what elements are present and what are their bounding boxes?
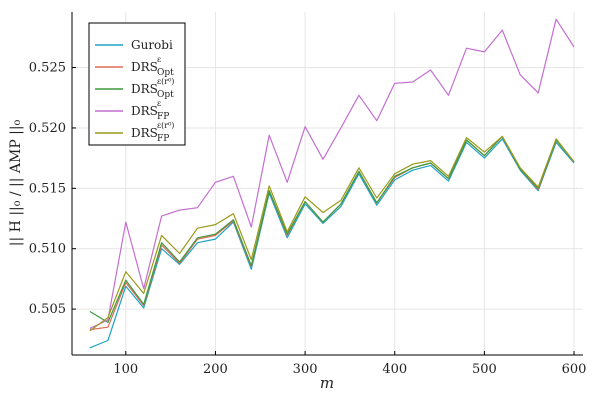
axes	[71, 12, 583, 356]
legend-entry-1: DRSOpt ε	[131, 55, 174, 78]
legend-entry-4: DRSFP ε(r⁰)	[131, 121, 174, 144]
legend-subscript: Opt	[157, 68, 174, 78]
legend-subscript: FP	[157, 112, 169, 122]
legend-superscript: ε(r⁰)	[157, 77, 174, 86]
y-axis-label: || H ||₀ / || AMP ||₀	[8, 119, 24, 246]
series-line-2	[89, 135, 575, 323]
y-tick-label: 0.525	[29, 61, 66, 76]
y-tick-label: 0.515	[29, 181, 66, 196]
legend-base: Gurobi	[131, 38, 173, 52]
x-tick-label: 500	[472, 362, 497, 377]
x-tick-label: 400	[382, 362, 407, 377]
legend-entry-2: DRSOpt ε(r⁰)	[131, 77, 174, 100]
series-line-0	[89, 138, 575, 349]
legend-superscript: ε	[157, 99, 161, 108]
legend-entry-0: Gurobi	[131, 38, 173, 52]
legend-subscript: FP	[157, 134, 169, 144]
legend-entry-3: DRSFP ε	[131, 99, 169, 122]
legend-subscript: Opt	[157, 90, 174, 100]
series-lines	[89, 18, 575, 349]
legend-base: DRS	[131, 60, 158, 74]
legend-superscript: ε(r⁰)	[157, 121, 174, 130]
series-line-3	[89, 18, 575, 329]
legend-box	[88, 22, 186, 146]
series-line-1	[89, 135, 575, 331]
x-ticks: 100 200 300 400 500 600	[113, 351, 586, 377]
x-tick-label: 200	[203, 362, 228, 377]
y-ticks: 0.505 0.510 0.515 0.520 0.525	[29, 61, 76, 317]
x-tick-label: 100	[113, 362, 138, 377]
series-line-4	[89, 135, 575, 332]
legend-base: DRS	[131, 126, 158, 140]
y-tick-label: 0.510	[29, 242, 66, 257]
legend-superscript: ε	[157, 55, 161, 64]
x-axis-label: m	[320, 374, 334, 392]
x-tick-label: 300	[293, 362, 318, 377]
legend-base: DRS	[131, 104, 158, 118]
y-tick-label: 0.520	[29, 121, 66, 136]
x-tick-label: 600	[562, 362, 587, 377]
y-tick-label: 0.505	[29, 302, 66, 317]
legend-base: DRS	[131, 82, 158, 96]
